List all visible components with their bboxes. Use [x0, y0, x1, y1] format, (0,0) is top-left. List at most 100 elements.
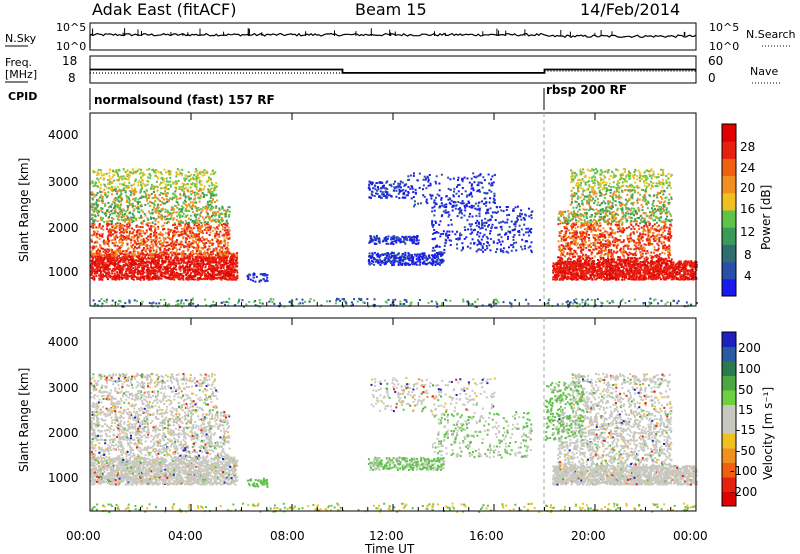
power-cell: [633, 278, 636, 281]
power-cell: [103, 177, 106, 180]
power-cell: [197, 257, 200, 260]
power-cell: [186, 209, 189, 212]
power-cell: [95, 250, 98, 253]
power-cell: [107, 201, 110, 204]
power-cell: [186, 214, 189, 217]
power-cell: [175, 244, 177, 246]
power-cell: [137, 203, 140, 206]
power-cell: [116, 205, 118, 208]
power-cell: [142, 257, 145, 260]
power-cell: [102, 273, 105, 276]
power-cell: [140, 235, 143, 238]
power-cell: [176, 215, 179, 218]
power-cell: [552, 267, 555, 270]
power-cell: [162, 224, 165, 227]
power-cell: [120, 236, 123, 239]
power-cell: [631, 264, 634, 266]
power-cell: [118, 210, 121, 213]
power-cell: [100, 270, 103, 273]
power-cell: [99, 169, 102, 172]
power-cell: [688, 278, 691, 281]
power-cell: [132, 198, 135, 201]
power-cell: [223, 269, 226, 272]
power-cell: [125, 185, 128, 188]
power-cell: [138, 236, 141, 239]
power-cell: [125, 254, 128, 257]
power-cell: [216, 226, 219, 229]
power-cell: [191, 182, 194, 185]
power-cell: [223, 229, 226, 232]
power-cell: [207, 223, 210, 226]
power-cell: [197, 172, 200, 175]
power-cell: [211, 184, 214, 187]
power-cell: [92, 277, 95, 280]
power-cell: [203, 253, 206, 256]
power-cell: [154, 193, 157, 196]
power-cell: [611, 277, 614, 280]
power-cell: [178, 248, 181, 251]
power-cell: [139, 181, 142, 184]
power-cell: [99, 234, 102, 237]
power-cell: [131, 206, 134, 209]
power-cell: [605, 277, 608, 280]
power-cell: [212, 218, 215, 221]
power-cell: [104, 271, 107, 274]
power-cell: [584, 263, 587, 266]
power-cell: [172, 234, 174, 237]
power-cell: [660, 264, 663, 267]
power-cell: [205, 273, 207, 276]
power-cell: [121, 197, 124, 200]
power-cell: [652, 263, 655, 266]
power-cell: [678, 272, 681, 275]
power-cell: [218, 235, 221, 238]
power-cell: [208, 176, 210, 179]
power-cell: [194, 233, 196, 236]
power-cell: [164, 237, 167, 240]
power-cell: [156, 269, 159, 272]
power-cell: [597, 268, 600, 271]
power-cell: [127, 186, 130, 189]
power-cell: [147, 193, 150, 196]
power-cell: [209, 209, 212, 211]
power-cell: [213, 219, 216, 222]
power-cell: [177, 243, 180, 246]
power-cell: [231, 274, 234, 277]
cpid-label: CPID: [8, 90, 37, 103]
power-cell: [95, 259, 98, 262]
power-cell: [147, 254, 150, 257]
power-cell: [168, 277, 171, 280]
power-cell: [234, 263, 237, 266]
power-cell: [190, 242, 193, 245]
power-cell: [191, 205, 194, 207]
power-cell: [605, 267, 608, 270]
power-cell: [95, 271, 98, 274]
power-cell: [139, 262, 142, 265]
power-cell: [117, 261, 120, 264]
power-cell: [198, 225, 201, 228]
power-cell: [227, 250, 230, 253]
power-cell: [629, 261, 632, 264]
power-cell: [583, 262, 586, 265]
power-cell: [107, 245, 110, 248]
power-cell: [194, 167, 197, 170]
power-cell: [216, 254, 219, 257]
power-cell: [652, 270, 655, 273]
power-cell: [649, 262, 652, 265]
power-cell: [159, 210, 162, 213]
power-cell: [144, 232, 147, 235]
power-cell: [159, 243, 162, 246]
power-cell: [209, 268, 212, 271]
nave-label: Nave: [750, 65, 778, 78]
power-cell: [122, 250, 124, 253]
power-cell: [95, 245, 98, 248]
power-cell: [150, 217, 153, 220]
power-cell: [138, 246, 141, 249]
power-cell: [143, 212, 146, 215]
power-cell: [602, 274, 605, 277]
power-cell: [118, 241, 121, 244]
power-cell: [189, 190, 192, 193]
power-cell: [211, 278, 213, 281]
power-cell: [147, 276, 149, 279]
power-cell: [196, 243, 199, 246]
power-cell: [187, 242, 190, 245]
